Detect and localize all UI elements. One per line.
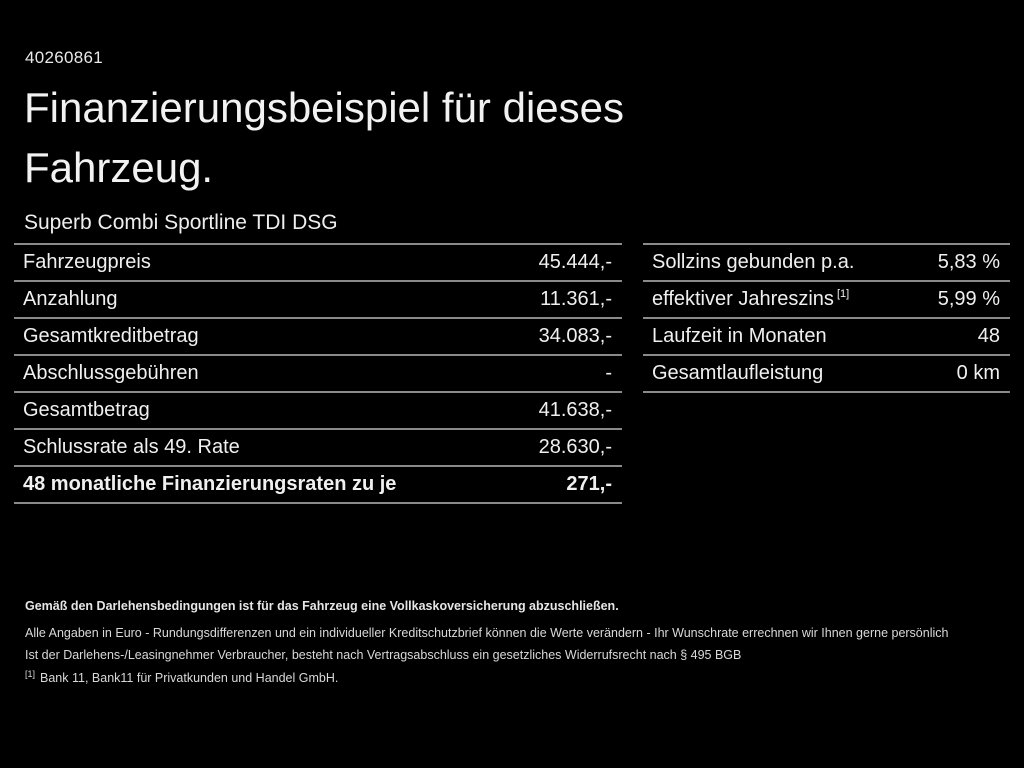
table-row-anzahlung: Anzahlung 11.361,- xyxy=(14,280,622,317)
footnote-bank: [1] Bank 11, Bank11 für Privatkunden und … xyxy=(25,668,1005,686)
page-title-line2: Fahrzeug. xyxy=(24,144,214,191)
rates-table: Sollzins gebunden p.a. 5,83 % effektiver… xyxy=(643,243,1010,393)
row-value: 28.630,- xyxy=(538,436,612,458)
vehicle-id: 40260861 xyxy=(25,48,104,67)
row-label: Abschlussgebühren xyxy=(23,362,199,384)
row-value: 48 xyxy=(977,325,1000,347)
row-label: Gesamtkreditbetrag xyxy=(23,325,199,347)
fineprint-disclaimer: Alle Angaben in Euro - Rundungsdifferenz… xyxy=(25,626,949,640)
row-value: 0 km xyxy=(956,362,1000,384)
row-value: 5,83 % xyxy=(937,251,1000,273)
row-label: Anzahlung xyxy=(23,288,118,310)
fineprint-withdrawal-note: Ist der Darlehens-/Leasingnehmer Verbrau… xyxy=(25,648,742,662)
row-label: Schlussrate als 49. Rate xyxy=(23,436,240,458)
row-label: Gesamtbetrag xyxy=(23,399,150,421)
footnote-marker: [1] xyxy=(25,668,36,679)
row-value: 34.083,- xyxy=(538,325,612,347)
table-row-abschlussgebuehren: Abschlussgebühren - xyxy=(14,354,622,391)
footnote-text: Bank 11, Bank11 für Privatkunden und Han… xyxy=(40,671,339,685)
table-row-schlussrate: Schlussrate als 49. Rate 28.630,- xyxy=(14,428,622,465)
table-row-gesamtkreditbetrag: Gesamtkreditbetrag 34.083,- xyxy=(14,317,622,354)
row-value: 5,99 % xyxy=(937,288,1000,310)
fineprint-insurance-note: Gemäß den Darlehensbedingungen ist für d… xyxy=(25,599,619,613)
financing-table: Fahrzeugpreis 45.444,- Anzahlung 11.361,… xyxy=(14,243,622,504)
table-row-fahrzeugpreis: Fahrzeugpreis 45.444,- xyxy=(14,243,622,280)
table-row-monatsrate: 48 monatliche Finanzierungsraten zu je 2… xyxy=(14,465,622,502)
table-row-gesamtbetrag: Gesamtbetrag 41.638,- xyxy=(14,391,622,428)
row-label: Laufzeit in Monaten xyxy=(652,325,827,347)
table-row-sollzins: Sollzins gebunden p.a. 5,83 % xyxy=(643,243,1010,280)
row-label: Gesamtlaufleistung xyxy=(652,362,824,384)
table-row-gesamtlaufleistung: Gesamtlaufleistung 0 km xyxy=(643,354,1010,391)
footnote-reference: [1] xyxy=(836,288,850,301)
row-value: 45.444,- xyxy=(538,251,612,273)
page-title: Finanzierungsbeispiel für dieses Fahrzeu… xyxy=(24,78,624,198)
row-label: effektiver Jahreszins [1] xyxy=(652,288,850,310)
table-row-effektiver-jahreszins: effektiver Jahreszins [1] 5,99 % xyxy=(643,280,1010,317)
table-row-laufzeit: Laufzeit in Monaten 48 xyxy=(643,317,1010,354)
row-value: - xyxy=(605,362,612,384)
vehicle-model-subtitle: Superb Combi Sportline TDI DSG xyxy=(24,211,338,234)
page-title-line1: Finanzierungsbeispiel für dieses xyxy=(24,84,624,131)
row-label: 48 monatliche Finanzierungsraten zu je xyxy=(23,473,397,495)
row-label: Sollzins gebunden p.a. xyxy=(652,251,855,273)
row-value: 41.638,- xyxy=(538,399,612,421)
row-label: Fahrzeugpreis xyxy=(23,251,151,273)
row-value: 11.361,- xyxy=(540,288,612,310)
row-value: 271,- xyxy=(566,473,612,495)
